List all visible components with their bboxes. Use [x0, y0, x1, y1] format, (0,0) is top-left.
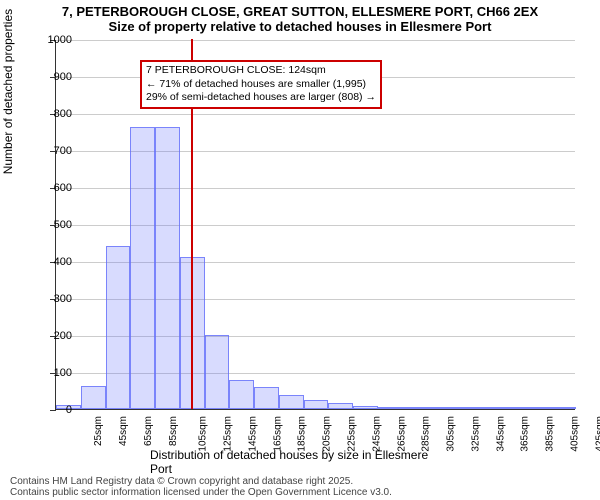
x-tick-label: 65sqm	[143, 416, 154, 446]
x-tick-label: 105sqm	[198, 416, 209, 452]
y-tick-label: 0	[66, 404, 72, 416]
histogram-bar	[452, 407, 477, 409]
grid-line	[56, 114, 575, 115]
annotation-line: ← 71% of detached houses are smaller (1,…	[146, 78, 376, 92]
x-tick-label: 305sqm	[446, 416, 457, 452]
histogram-bar	[279, 395, 304, 409]
x-tick-label: 185sqm	[297, 416, 308, 452]
footer-line-1: Contains HM Land Registry data © Crown c…	[10, 476, 392, 487]
x-tick-label: 125sqm	[223, 416, 234, 452]
annotation-line: 29% of semi-detached houses are larger (…	[146, 91, 376, 105]
chart-container: 7, PETERBOROUGH CLOSE, GREAT SUTTON, ELL…	[0, 0, 600, 500]
x-tick-label: 245sqm	[371, 416, 382, 452]
y-tick-label: 500	[54, 219, 72, 231]
y-tick-label: 400	[54, 256, 72, 268]
histogram-bar	[526, 407, 551, 409]
chart-footer: Contains HM Land Registry data © Crown c…	[10, 476, 392, 498]
annotation-line: 7 PETERBOROUGH CLOSE: 124sqm	[146, 64, 376, 78]
y-tick-label: 100	[54, 367, 72, 379]
x-tick-label: 225sqm	[347, 416, 358, 452]
y-tick-label: 900	[54, 71, 72, 83]
x-tick-label: 325sqm	[470, 416, 481, 452]
histogram-bar	[328, 403, 353, 409]
x-tick-label: 385sqm	[545, 416, 556, 452]
histogram-bar	[254, 387, 279, 409]
histogram-bar	[81, 386, 106, 409]
x-tick-label: 405sqm	[569, 416, 580, 452]
histogram-bar	[502, 407, 527, 409]
x-axis-label: Distribution of detached houses by size …	[150, 448, 450, 476]
y-tick-label: 800	[54, 108, 72, 120]
histogram-bar	[205, 335, 230, 409]
annotation-box: 7 PETERBOROUGH CLOSE: 124sqm← 71% of det…	[140, 60, 382, 109]
histogram-bar	[353, 406, 378, 409]
histogram-bar	[378, 407, 403, 409]
histogram-bar	[229, 380, 254, 409]
footer-line-2: Contains public sector information licen…	[10, 487, 392, 498]
x-tick-label: 165sqm	[272, 416, 283, 452]
y-tick-label: 200	[54, 330, 72, 342]
histogram-bar	[427, 407, 452, 409]
y-tick-label: 700	[54, 145, 72, 157]
x-tick-label: 145sqm	[248, 416, 259, 452]
chart-title: 7, PETERBOROUGH CLOSE, GREAT SUTTON, ELL…	[0, 0, 600, 19]
histogram-bar	[477, 407, 502, 409]
histogram-bar	[551, 407, 576, 409]
x-tick-label: 25sqm	[93, 416, 104, 446]
histogram-bar	[403, 407, 428, 409]
x-tick-label: 45sqm	[118, 416, 129, 446]
grid-line	[56, 40, 575, 41]
x-tick-label: 205sqm	[322, 416, 333, 452]
chart-subtitle: Size of property relative to detached ho…	[0, 19, 600, 34]
x-tick-label: 285sqm	[421, 416, 432, 452]
y-tick-label: 1000	[48, 34, 72, 46]
histogram-bar	[155, 127, 180, 409]
histogram-bar	[130, 127, 155, 409]
histogram-bar	[106, 246, 131, 409]
histogram-bar	[304, 400, 329, 409]
x-tick-label: 85sqm	[168, 416, 179, 446]
x-tick-label: 365sqm	[520, 416, 531, 452]
x-tick-label: 265sqm	[396, 416, 407, 452]
x-tick-label: 345sqm	[495, 416, 506, 452]
x-tick-label: 425sqm	[594, 416, 600, 452]
y-tick-label: 600	[54, 182, 72, 194]
y-tick-label: 300	[54, 293, 72, 305]
y-axis-label: Number of detached properties	[1, 9, 15, 174]
